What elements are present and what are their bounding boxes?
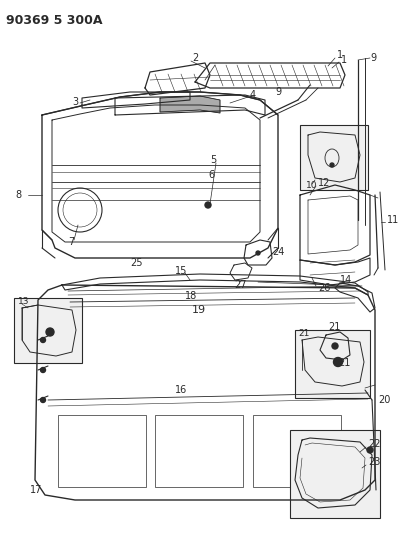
Text: 21: 21 bbox=[298, 329, 310, 338]
Text: 1: 1 bbox=[337, 50, 343, 60]
Text: 12: 12 bbox=[318, 178, 330, 188]
Circle shape bbox=[40, 367, 46, 373]
Text: 9: 9 bbox=[275, 87, 281, 97]
Text: 9: 9 bbox=[370, 53, 376, 63]
Text: 4: 4 bbox=[250, 90, 256, 100]
Text: 15: 15 bbox=[175, 266, 187, 276]
Circle shape bbox=[46, 328, 54, 336]
Bar bbox=[290, 430, 380, 518]
Text: 7: 7 bbox=[68, 237, 74, 247]
Text: 3: 3 bbox=[72, 97, 78, 107]
Text: 90369 5 300A: 90369 5 300A bbox=[6, 14, 102, 27]
Text: 20: 20 bbox=[378, 395, 391, 405]
Circle shape bbox=[330, 163, 334, 167]
Text: 25: 25 bbox=[130, 258, 143, 268]
Circle shape bbox=[367, 447, 373, 453]
Text: 16: 16 bbox=[175, 385, 187, 395]
Polygon shape bbox=[160, 96, 220, 113]
Text: 21: 21 bbox=[328, 322, 341, 332]
Text: 5: 5 bbox=[210, 155, 216, 165]
Text: 17: 17 bbox=[30, 485, 42, 495]
Text: 10: 10 bbox=[306, 182, 318, 190]
Circle shape bbox=[205, 202, 211, 208]
Circle shape bbox=[337, 360, 339, 364]
Text: 2: 2 bbox=[192, 53, 198, 63]
Text: 18: 18 bbox=[185, 291, 197, 301]
Circle shape bbox=[206, 204, 210, 206]
Circle shape bbox=[334, 358, 343, 367]
Bar bbox=[155, 415, 243, 487]
Circle shape bbox=[332, 343, 338, 349]
Circle shape bbox=[40, 337, 46, 343]
Bar bbox=[300, 125, 368, 190]
Text: 23: 23 bbox=[368, 457, 380, 467]
Text: 13: 13 bbox=[18, 297, 29, 306]
Text: 14: 14 bbox=[340, 275, 352, 285]
Circle shape bbox=[40, 398, 46, 402]
Text: 27: 27 bbox=[234, 280, 247, 290]
Text: 8: 8 bbox=[16, 190, 22, 200]
Text: 1: 1 bbox=[341, 55, 347, 65]
Bar bbox=[14, 298, 82, 363]
Text: 19: 19 bbox=[192, 305, 206, 315]
Text: 26: 26 bbox=[318, 283, 330, 293]
Circle shape bbox=[256, 251, 260, 255]
Text: 21: 21 bbox=[338, 358, 350, 368]
Circle shape bbox=[48, 330, 52, 334]
Text: 24: 24 bbox=[272, 247, 285, 257]
Text: 11: 11 bbox=[387, 215, 399, 225]
Bar bbox=[295, 330, 370, 398]
Text: 22: 22 bbox=[368, 439, 380, 449]
Bar bbox=[58, 415, 146, 487]
Text: 6: 6 bbox=[208, 170, 214, 180]
Bar bbox=[253, 415, 341, 487]
